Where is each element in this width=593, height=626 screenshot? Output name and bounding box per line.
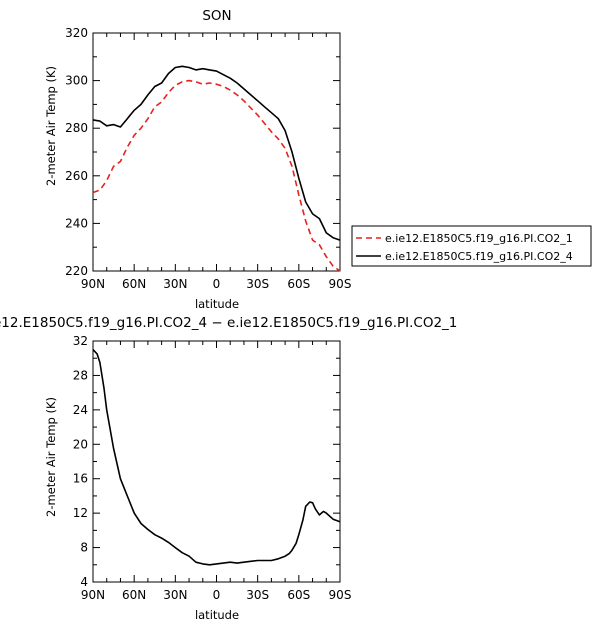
x-tick-label: 90N bbox=[81, 277, 105, 291]
y-tick-label: 300 bbox=[65, 74, 88, 88]
x-axis-label: latitude bbox=[195, 297, 239, 311]
x-tick-label: 30N bbox=[163, 277, 187, 291]
x-tick-label: 30N bbox=[163, 588, 187, 602]
y-tick-label: 16 bbox=[73, 472, 88, 486]
x-tick-label: 60S bbox=[287, 588, 310, 602]
y-tick-label: 240 bbox=[65, 216, 88, 230]
x-tick-label: 90N bbox=[81, 588, 105, 602]
series-line-2 bbox=[93, 66, 340, 240]
x-tick-label: 30S bbox=[246, 277, 269, 291]
y-tick-label: 28 bbox=[73, 368, 88, 382]
y-tick-label: 260 bbox=[65, 169, 88, 183]
data-series bbox=[93, 66, 340, 271]
x-tick-label: 90S bbox=[329, 277, 352, 291]
y-tick-label: 320 bbox=[65, 26, 88, 40]
y-tick-label: 4 bbox=[80, 575, 88, 589]
y-tick-label: 20 bbox=[73, 437, 88, 451]
y-tick-label: 32 bbox=[73, 334, 88, 348]
y-tick-label: 8 bbox=[80, 541, 88, 555]
x-axis-ticks: 90N 60N 30N 0 30S 60S 90S bbox=[81, 341, 352, 602]
y-axis-label: 2-meter Air Temp (K) bbox=[44, 66, 58, 186]
plot-frame bbox=[93, 341, 340, 582]
y-axis-ticks: 4 8 12 16 20 24 28 32 bbox=[73, 334, 340, 589]
x-tick-label: 60N bbox=[122, 277, 146, 291]
series-line-1 bbox=[93, 81, 340, 271]
y-tick-label: 220 bbox=[65, 264, 88, 278]
x-tick-label: 60N bbox=[122, 588, 146, 602]
series-line-1 bbox=[93, 350, 340, 565]
y-tick-label: 12 bbox=[73, 506, 88, 520]
y-axis-label: 2-meter Air Temp (K) bbox=[44, 397, 58, 517]
data-series bbox=[93, 350, 340, 565]
legend-entry-co2-1: e.ie12.E1850C5.f19_g16.PI.CO2_1 bbox=[385, 232, 573, 245]
x-tick-label: 60S bbox=[287, 277, 310, 291]
x-tick-label: 30S bbox=[246, 588, 269, 602]
chart-temperature-difference: e.ie12.E1850C5.f19_g16.PI.CO2_4 − e.ie12… bbox=[0, 315, 457, 622]
x-tick-label: 0 bbox=[213, 277, 221, 291]
x-axis-label: latitude bbox=[195, 608, 239, 622]
chart-son-temperature: SON 90N 60N 30N 0 30S 60S 90S 220 240 260 280 300 3… bbox=[44, 8, 351, 311]
y-axis-ticks: 220 240 260 280 300 320 bbox=[65, 26, 340, 278]
legend: e.ie12.E1850C5.f19_g16.PI.CO2_1 e.ie12.E… bbox=[352, 226, 591, 266]
x-tick-label: 90S bbox=[329, 588, 352, 602]
chart-title: SON bbox=[202, 8, 231, 24]
y-tick-label: 280 bbox=[65, 121, 88, 135]
plot-frame bbox=[93, 33, 340, 271]
legend-entry-co2-4: e.ie12.E1850C5.f19_g16.PI.CO2_4 bbox=[385, 250, 573, 263]
x-tick-label: 0 bbox=[213, 588, 221, 602]
chart-title: e.ie12.E1850C5.f19_g16.PI.CO2_4 − e.ie12… bbox=[0, 315, 457, 331]
y-tick-label: 24 bbox=[73, 403, 88, 417]
